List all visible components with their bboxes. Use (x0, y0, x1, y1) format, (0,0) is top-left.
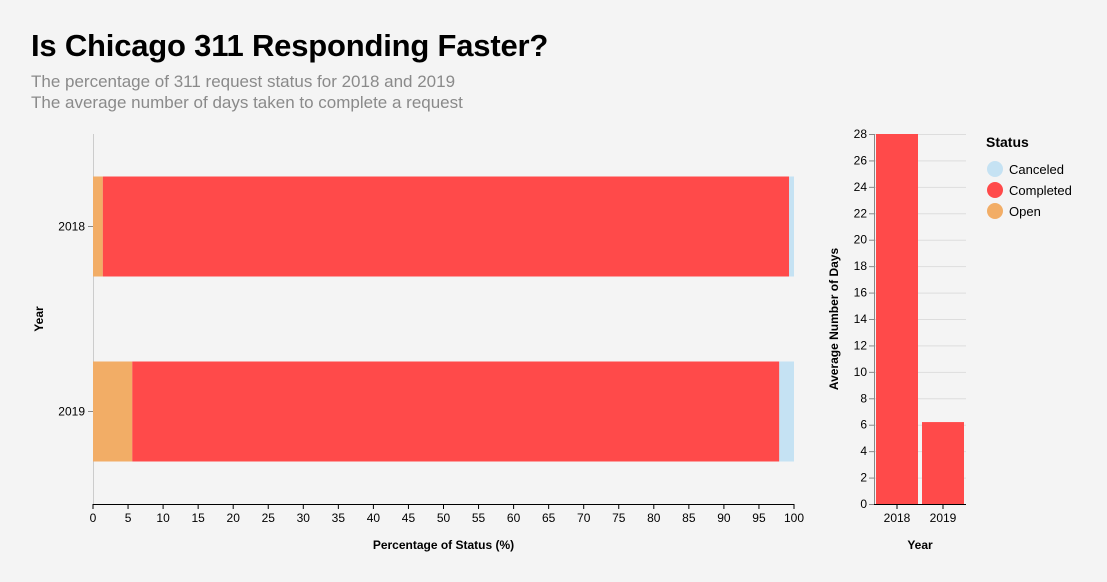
x-tick-label-55: 55 (472, 511, 486, 525)
y-axis-title: Average Number of Days (827, 248, 841, 391)
y-tick-label-14: 14 (854, 312, 868, 326)
x-tick-label-65: 65 (542, 511, 556, 525)
y-tick-label-10: 10 (854, 365, 868, 379)
legend-label-completed: Completed (1009, 183, 1072, 198)
y-tick-label-28: 28 (854, 127, 868, 141)
legend-title: Status (986, 134, 1029, 150)
x-tick-label-15: 15 (191, 511, 205, 525)
y-tick-label-24: 24 (854, 180, 868, 194)
bar-open-2019 (93, 361, 133, 462)
y-tick-label-4: 4 (860, 444, 867, 458)
x-tick-label-80: 80 (647, 511, 661, 525)
x-tick-label-50: 50 (437, 511, 451, 525)
x-tick-label-0: 0 (90, 511, 97, 525)
bar-completed-2019 (132, 361, 780, 462)
x-tick-label-35: 35 (332, 511, 346, 525)
x-tick-label-10: 10 (156, 511, 170, 525)
chart-subtitle-line-1: The percentage of 311 request status for… (31, 72, 456, 91)
bar-days-2019 (922, 422, 964, 504)
chart-title: Is Chicago 311 Responding Faster? (31, 28, 549, 63)
y-tick-label-2018: 2018 (58, 220, 85, 234)
x-tick-label-45: 45 (402, 511, 416, 525)
legend-swatch-canceled (987, 161, 1003, 177)
legend-swatch-completed (987, 182, 1003, 198)
x-tick-label-70: 70 (577, 511, 591, 525)
x-tick-label-2018: 2018 (884, 511, 911, 525)
chart-subtitle-line-2: The average number of days taken to comp… (31, 93, 463, 112)
bar-days-2018 (876, 134, 918, 504)
y-tick-label-8: 8 (860, 391, 867, 405)
bar-open-2018 (93, 176, 103, 277)
x-tick-label-40: 40 (367, 511, 381, 525)
x-tick-label-85: 85 (682, 511, 696, 525)
y-tick-label-20: 20 (854, 233, 868, 247)
y-tick-label-26: 26 (854, 153, 868, 167)
status-percentage-chart: 2018 2019 0 5 10 15 20 25 30 35 40 45 50 55 60 65 70 75 80… (32, 134, 804, 552)
x-tick-label-100: 100 (784, 511, 804, 525)
y-tick-label-2019: 2019 (58, 405, 85, 419)
x-tick-label-30: 30 (297, 511, 311, 525)
bar-completed-2018 (102, 176, 790, 277)
status-legend: Status Canceled Completed Open (986, 134, 1072, 219)
y-tick-label-18: 18 (854, 259, 868, 273)
y-tick-label-0: 0 (860, 497, 867, 511)
y-tick-label-16: 16 (854, 286, 868, 300)
y-axis-title: Year (32, 306, 46, 332)
y-tick-label-12: 12 (854, 338, 868, 352)
x-tick-label-90: 90 (717, 511, 731, 525)
legend-label-open: Open (1009, 204, 1041, 219)
x-axis-title: Percentage of Status (%) (373, 538, 514, 552)
x-tick-label-20: 20 (227, 511, 241, 525)
bar-canceled-2019 (779, 361, 794, 462)
x-tick-label-95: 95 (752, 511, 766, 525)
x-tick-label-5: 5 (125, 511, 132, 525)
x-axis-title: Year (907, 538, 933, 552)
y-tick-label-22: 22 (854, 206, 868, 220)
y-tick-label-2: 2 (860, 471, 867, 485)
x-tick-label-2019: 2019 (930, 511, 957, 525)
bar-canceled-2018 (789, 176, 794, 277)
x-tick-label-25: 25 (262, 511, 276, 525)
legend-swatch-open (987, 203, 1003, 219)
legend-label-canceled: Canceled (1009, 162, 1064, 177)
y-tick-label-6: 6 (860, 418, 867, 432)
x-tick-label-60: 60 (507, 511, 521, 525)
x-tick-label-75: 75 (612, 511, 626, 525)
